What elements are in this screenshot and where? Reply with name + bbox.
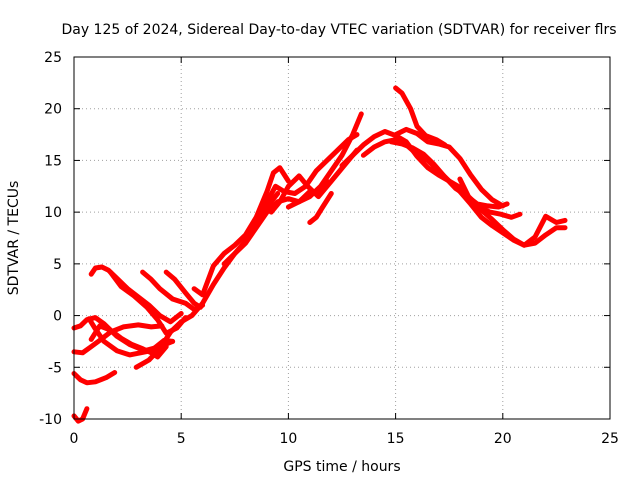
y-tick-label: -5 xyxy=(48,360,62,376)
series-line-sat-n xyxy=(243,132,360,241)
y-tick-label: 10 xyxy=(44,205,62,221)
x-tick-label: 15 xyxy=(387,431,405,447)
series-line-sat-q xyxy=(307,191,334,225)
y-tick-label: -10 xyxy=(39,412,62,428)
y-tick-label: 20 xyxy=(44,102,62,118)
y-tick-label: 25 xyxy=(44,50,62,66)
series-line-sat-u xyxy=(388,139,510,210)
series-line-sat-j xyxy=(163,269,203,310)
y-tick-label: 5 xyxy=(53,257,62,273)
grid xyxy=(74,57,610,419)
series-line-sat-v xyxy=(393,85,448,148)
series-group xyxy=(71,85,568,424)
x-tick-label: 0 xyxy=(70,431,79,447)
plot-frame xyxy=(73,56,611,420)
x-tick-label: 20 xyxy=(494,431,512,447)
y-tick-label: 15 xyxy=(44,153,62,169)
y-axis-label: SDTVAR / TECUs xyxy=(6,181,22,296)
series-line-sat-b xyxy=(71,370,118,386)
x-axis-label: GPS time / hours xyxy=(283,459,400,475)
series-line-sat-f xyxy=(86,316,176,358)
x-tick-label: 5 xyxy=(177,431,186,447)
series-line-sat-w xyxy=(457,176,523,220)
x-tick-label: 25 xyxy=(601,431,619,447)
series-line-sat-p xyxy=(285,178,330,210)
series-line-sat-m xyxy=(221,111,364,267)
series-line-sat-t xyxy=(393,126,506,209)
y-tick-label: 0 xyxy=(53,309,62,325)
x-tick-label: 10 xyxy=(279,431,297,447)
axis-ticks: 0 5 10 15 20 25 -10 -5 0 5 10 15 20 25 xyxy=(39,50,619,447)
series-line-sat-o xyxy=(268,147,360,215)
chart-title: Day 125 of 2024, Sidereal Day-to-day VTE… xyxy=(61,22,616,38)
